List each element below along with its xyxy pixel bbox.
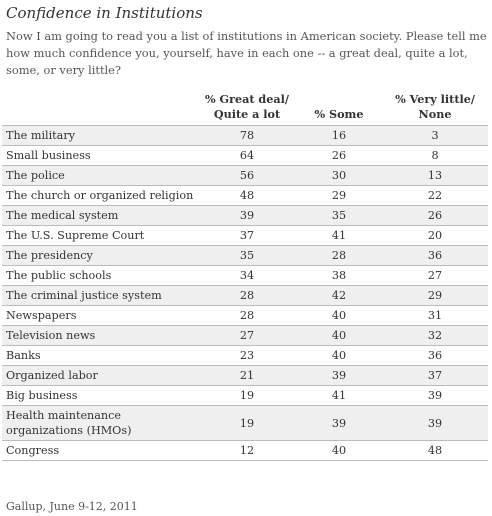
great-deal-value: 12: [198, 440, 296, 461]
very-little-value: 20: [382, 225, 488, 246]
very-little-value: 13: [382, 165, 488, 186]
very-little-value: 39: [382, 405, 488, 441]
table-row: Congress 12 40 48: [2, 440, 488, 461]
great-deal-value: 23: [198, 345, 296, 366]
institution-label: The military: [2, 125, 198, 146]
institution-label: Big business: [2, 385, 198, 406]
very-little-value: 27: [382, 265, 488, 286]
some-value: 41: [296, 225, 382, 246]
great-deal-value: 19: [198, 405, 296, 441]
great-deal-value: 78: [198, 125, 296, 146]
table-row: The police 56 30 13: [2, 165, 488, 186]
table-row: The medical system 39 35 26: [2, 205, 488, 226]
very-little-value: 29: [382, 285, 488, 306]
institution-label: The presidency: [2, 245, 198, 266]
very-little-value: 3: [382, 125, 488, 146]
institution-label: Health maintenance organizations (HMOs): [2, 405, 198, 441]
some-value: 40: [296, 345, 382, 366]
table-row: Banks 23 40 36: [2, 345, 488, 366]
very-little-value: 39: [382, 385, 488, 406]
table-row: The presidency 35 28 36: [2, 245, 488, 266]
table-row: Small business 64 26 8: [2, 145, 488, 166]
source-note: Gallup, June 9-12, 2011: [6, 500, 138, 513]
great-deal-value: 34: [198, 265, 296, 286]
institution-label: The public schools: [2, 265, 198, 286]
institution-label: Organized labor: [2, 365, 198, 386]
some-value: 30: [296, 165, 382, 186]
institution-label: The police: [2, 165, 198, 186]
table-row: Health maintenance organizations (HMOs) 1…: [2, 405, 488, 441]
table-row: Television news 27 40 32: [2, 325, 488, 346]
institution-label: Congress: [2, 440, 198, 461]
header-some: % Some: [296, 92, 382, 126]
header-very-little: % Very little/ None: [382, 92, 488, 126]
some-value: 26: [296, 145, 382, 166]
some-value: 16: [296, 125, 382, 146]
great-deal-value: 21: [198, 365, 296, 386]
great-deal-value: 28: [198, 285, 296, 306]
great-deal-value: 48: [198, 185, 296, 206]
institution-label: Newspapers: [2, 305, 198, 326]
some-value: 40: [296, 440, 382, 461]
some-value: 38: [296, 265, 382, 286]
survey-question: Now I am going to read you a list of ins…: [6, 29, 487, 77]
table-body: The military 78 16 3 Small business 64 26 8 The …: [2, 125, 488, 461]
header-great-deal: % Great deal/ Quite a lot: [198, 92, 296, 126]
table-row: The U.S. Supreme Court 37 41 20: [2, 225, 488, 246]
great-deal-value: 37: [198, 225, 296, 246]
table-row: The criminal justice system 28 42 29: [2, 285, 488, 306]
institution-label: Television news: [2, 325, 198, 346]
institution-label: The criminal justice system: [2, 285, 198, 306]
header-row: % Great deal/ Quite a lot % Some % Very …: [2, 92, 488, 126]
table-row: The church or organized religion 48 29 22: [2, 185, 488, 206]
great-deal-value: 27: [198, 325, 296, 346]
some-value: 42: [296, 285, 382, 306]
table-row: The military 78 16 3: [2, 125, 488, 146]
great-deal-value: 64: [198, 145, 296, 166]
very-little-value: 32: [382, 325, 488, 346]
institution-label: Small business: [2, 145, 198, 166]
very-little-value: 48: [382, 440, 488, 461]
institution-label: The medical system: [2, 205, 198, 226]
table-row: The public schools 34 38 27: [2, 265, 488, 286]
very-little-value: 22: [382, 185, 488, 206]
chart-title: Confidence in Institutions: [6, 4, 203, 22]
great-deal-value: 39: [198, 205, 296, 226]
some-value: 28: [296, 245, 382, 266]
some-value: 35: [296, 205, 382, 226]
confidence-table: % Great deal/ Quite a lot % Some % Very …: [2, 92, 488, 461]
very-little-value: 26: [382, 205, 488, 226]
header-institution: [2, 92, 198, 126]
some-value: 40: [296, 305, 382, 326]
great-deal-value: 28: [198, 305, 296, 326]
table-row: Newspapers 28 40 31: [2, 305, 488, 326]
table-row: Big business 19 41 39: [2, 385, 488, 406]
table-row: Organized labor 21 39 37: [2, 365, 488, 386]
some-value: 41: [296, 385, 382, 406]
very-little-value: 37: [382, 365, 488, 386]
great-deal-value: 35: [198, 245, 296, 266]
great-deal-value: 56: [198, 165, 296, 186]
very-little-value: 36: [382, 345, 488, 366]
some-value: 39: [296, 405, 382, 441]
great-deal-value: 19: [198, 385, 296, 406]
institution-label: The church or organized religion: [2, 185, 198, 206]
some-value: 40: [296, 325, 382, 346]
very-little-value: 31: [382, 305, 488, 326]
institution-label: The U.S. Supreme Court: [2, 225, 198, 246]
very-little-value: 36: [382, 245, 488, 266]
institution-label: Banks: [2, 345, 198, 366]
some-value: 39: [296, 365, 382, 386]
some-value: 29: [296, 185, 382, 206]
very-little-value: 8: [382, 145, 488, 166]
